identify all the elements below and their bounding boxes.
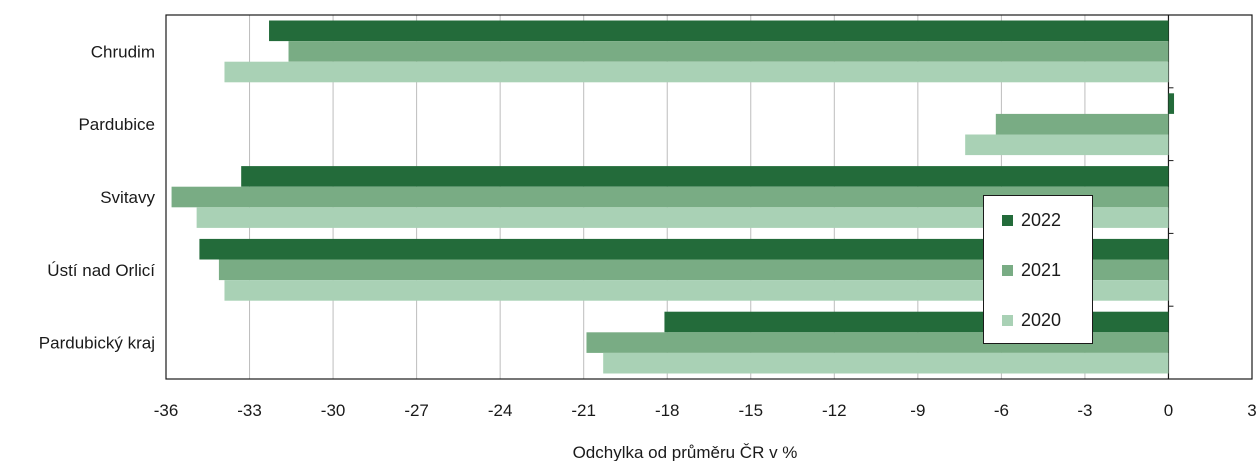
legend-label: 2020	[1021, 309, 1062, 330]
x-tick-label: -12	[822, 401, 847, 420]
x-tick-label: -24	[488, 401, 513, 420]
bar-2020	[965, 134, 1169, 156]
bar-2020	[224, 61, 1169, 83]
category-ticks	[1168, 87, 1174, 307]
x-tick-label: -6	[994, 401, 1009, 420]
category-label: Pardubický kraj	[39, 334, 155, 353]
category-label: Chrudim	[91, 42, 155, 61]
bar-2021	[218, 259, 1169, 281]
x-tick-label: 3	[1247, 401, 1256, 420]
x-tick-label: -33	[237, 401, 262, 420]
bar-2021	[995, 113, 1169, 135]
x-tick-label: -36	[154, 401, 179, 420]
x-tick-label: -30	[321, 401, 346, 420]
x-tick-label: 0	[1164, 401, 1173, 420]
x-tick-label: -3	[1077, 401, 1092, 420]
legend-swatch	[1002, 314, 1013, 326]
bar-2020	[196, 207, 1169, 228]
legend-item-2020: 2020	[1002, 310, 1061, 330]
x-tick-label: -9	[910, 401, 925, 420]
x-tick-label: -15	[738, 401, 763, 420]
x-tick-labels: -36 -33 -30 -27 -24 -21 -18 -15 -12 -9 -6 -3 0 3	[154, 401, 1257, 420]
bars	[171, 20, 1175, 374]
bar-2022	[1168, 93, 1175, 114]
bar-2022	[199, 238, 1169, 260]
x-tick-label: -27	[404, 401, 429, 420]
bar-2021	[288, 41, 1169, 62]
bar-2020	[603, 352, 1169, 374]
legend: 2022 2021 2020	[983, 195, 1093, 344]
category-label: Svitavy	[100, 188, 155, 207]
legend-item-2021: 2021	[1002, 260, 1061, 280]
category-label: Pardubice	[78, 115, 155, 134]
legend-label: 2021	[1021, 259, 1062, 280]
x-tick-label: -21	[571, 401, 596, 420]
legend-swatch	[1002, 214, 1013, 226]
legend-swatch	[1002, 264, 1013, 276]
category-label: Ústí nad Orlicí	[47, 261, 155, 280]
x-tick-label: -18	[655, 401, 680, 420]
bar-2022	[269, 20, 1169, 42]
legend-item-2022: 2022	[1002, 210, 1061, 230]
x-axis-title: Odchylka od průměru ČR v %	[573, 443, 798, 461]
plot-area-border	[165, 14, 1253, 380]
bar-2021	[171, 186, 1169, 208]
legend-label: 2022	[1021, 209, 1062, 230]
bar-2020	[224, 280, 1169, 301]
category-labels: Chrudim Pardubice Svitavy Ústí nad Orlicí Pa…	[39, 42, 156, 352]
bar-2022	[241, 166, 1169, 187]
